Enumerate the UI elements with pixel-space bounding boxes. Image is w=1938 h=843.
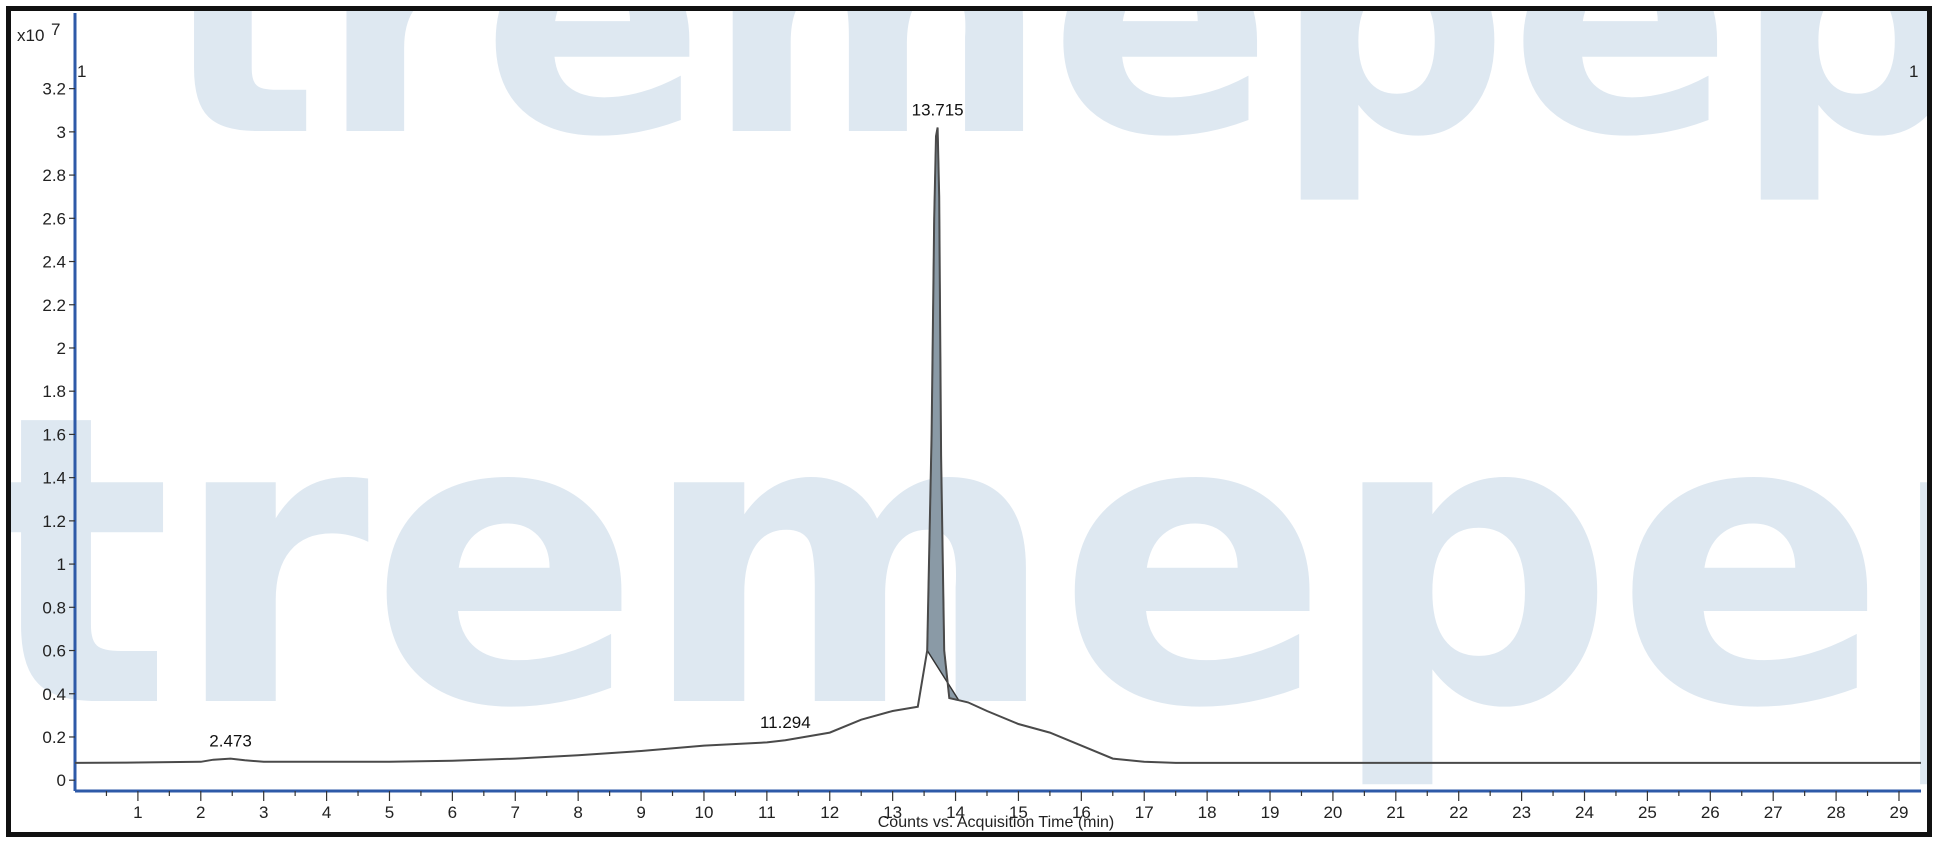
x-tick-label: 9 <box>636 803 645 822</box>
x-tick-label: 6 <box>448 803 457 822</box>
x-tick-label: 20 <box>1323 803 1342 822</box>
chromatogram-trace <box>74 127 1921 764</box>
x-tick-label: 29 <box>1890 803 1909 822</box>
peak-label: 2.473 <box>209 732 252 751</box>
y-tick-label: 3.2 <box>42 80 66 99</box>
y-exponent-label: 7 <box>51 20 60 39</box>
x-tick-label: 24 <box>1575 803 1594 822</box>
x-tick-label: 22 <box>1449 803 1468 822</box>
x-tick-label: 12 <box>820 803 839 822</box>
x-tick-label: 26 <box>1701 803 1720 822</box>
y-tick-label: 2.2 <box>42 296 66 315</box>
peak-label: 13.715 <box>912 101 964 120</box>
x-tick-label: 13 <box>883 803 902 822</box>
y-tick-label: 0.2 <box>42 728 66 747</box>
y-tick-label: 0.8 <box>42 598 66 617</box>
y-tick-label: 1.2 <box>42 512 66 531</box>
y-tick-label: 2.4 <box>42 253 66 272</box>
x-tick-label: 4 <box>322 803 331 822</box>
x-tick-label: 19 <box>1261 803 1280 822</box>
x-tick-label: 14 <box>946 803 965 822</box>
y-tick-label: 2.8 <box>42 166 66 185</box>
y-tick-label: 1.8 <box>42 382 66 401</box>
corner-label-left: 1 <box>77 62 86 81</box>
x-tick-label: 8 <box>573 803 582 822</box>
x-tick-label: 18 <box>1198 803 1217 822</box>
watermark: tremepeptic tremepeptic <box>11 11 1927 796</box>
y-tick-label: 0.4 <box>42 685 66 704</box>
plot-area: 0 0.2 0.4 0.6 0.8 1 1.2 1.4 1.6 1.8 2 2.2 2.4 2.6 2.8 3… <box>42 13 1921 822</box>
y-tick-label: 0 <box>57 771 66 790</box>
x-tick-label: 3 <box>259 803 268 822</box>
y-tick-label: 1 <box>57 555 66 574</box>
x-tick-label: 15 <box>1009 803 1028 822</box>
peak-label: 11.294 <box>760 713 811 732</box>
corner-label-right: 1 <box>1909 62 1918 81</box>
y-tick-label: 2.6 <box>42 209 66 228</box>
x-tick-label: 2 <box>196 803 205 822</box>
watermark-text-bottom: tremepeptic <box>11 331 1927 796</box>
x-tick-label: 16 <box>1072 803 1091 822</box>
x-tick-label: 23 <box>1512 803 1531 822</box>
y-tick-label: 1.6 <box>42 425 66 444</box>
y-tick-label: 2 <box>57 339 66 358</box>
chart-frame: tremepeptic tremepeptic 00.20.40.60.811.… <box>6 6 1932 837</box>
x-tick-label: 25 <box>1638 803 1657 822</box>
x-tick-label: 7 <box>511 803 520 822</box>
watermark-text-top: tremepeptic <box>161 11 1927 209</box>
x-axis-title: Counts vs. Acquisition Time (min) <box>878 814 1115 831</box>
y-tick-label: 0.6 <box>42 642 66 661</box>
y-multiplier-label: x10 <box>17 26 44 45</box>
x-tick-label: 27 <box>1764 803 1783 822</box>
y-tick-label: 1.4 <box>42 469 66 488</box>
y-tick-label: 3 <box>57 123 66 142</box>
chromatogram-chart: tremepeptic tremepeptic 00.20.40.60.811.… <box>11 11 1927 831</box>
x-tick-label: 5 <box>385 803 394 822</box>
x-tick-label: 21 <box>1386 803 1405 822</box>
x-tick-label: 28 <box>1827 803 1846 822</box>
x-tick-label: 17 <box>1135 803 1154 822</box>
x-tick-label: 10 <box>694 803 713 822</box>
x-tick-label: 1 <box>133 803 142 822</box>
x-tick-label: 11 <box>758 803 776 822</box>
